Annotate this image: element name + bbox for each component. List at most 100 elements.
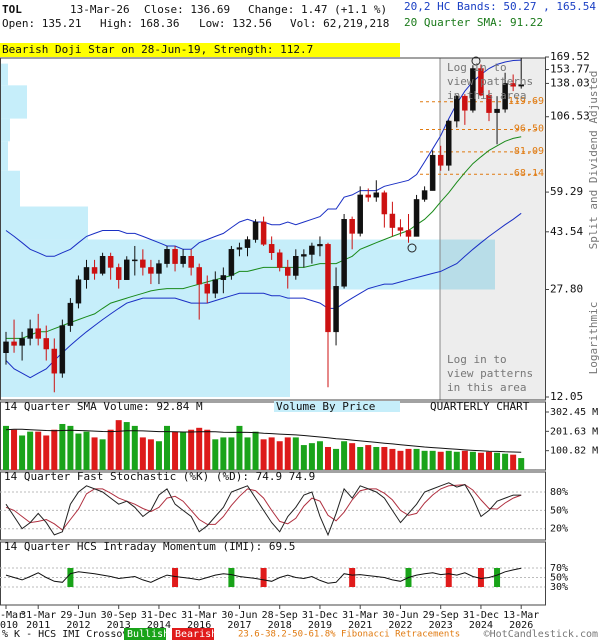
change: Change: 1.47 (+1.1 %): [248, 3, 387, 16]
candle-body: [99, 256, 106, 274]
candle-body: [75, 279, 82, 304]
volume-bar: [477, 452, 484, 470]
x-tick-label: 2026: [509, 620, 533, 631]
volume-by-price-bar: [0, 170, 20, 207]
volume-bar: [131, 425, 138, 470]
candle-body: [51, 348, 58, 374]
volume-bar: [123, 422, 130, 470]
candle-body: [357, 194, 363, 234]
volume-bar: [180, 431, 187, 470]
y-tick-label: 100.82 M: [550, 446, 598, 457]
candle-body: [285, 267, 291, 276]
symbol: TOL: [2, 3, 22, 16]
notice: Log in to: [447, 61, 507, 74]
candle-body: [196, 267, 202, 285]
notice: view patterns: [447, 75, 533, 88]
candle-body: [333, 286, 339, 333]
date: 13-Mar-26: [70, 3, 130, 16]
candle-body: [446, 120, 452, 166]
volume-bar: [212, 439, 219, 470]
y-tick-label: 80%: [550, 487, 568, 498]
x-tick-label: 31-Dec: [141, 610, 177, 621]
y-tick-label: 20%: [550, 524, 568, 535]
legend-swatch: [124, 628, 166, 640]
x-tick-label: 2017: [227, 620, 251, 631]
candle-body: [437, 154, 444, 166]
volume-by-price-bar: [0, 63, 8, 86]
candle-body: [83, 267, 90, 280]
footer-label: % K - HCS IMI Crossover,: [2, 629, 147, 640]
candle-body: [43, 338, 49, 350]
crossover-bar: [349, 568, 356, 587]
volume-bar: [445, 450, 452, 470]
candle-body: [389, 213, 396, 228]
candle-body: [244, 239, 251, 248]
volume-bar: [349, 443, 356, 470]
x-tick-label: 31-Mar: [181, 610, 217, 621]
candle-body: [397, 227, 404, 231]
y-tick-label: 106.53: [550, 110, 590, 123]
volume-by-price-bar: [0, 118, 10, 142]
volume-bar: [373, 446, 380, 470]
candle-body: [115, 267, 122, 280]
candle-body: [301, 254, 307, 257]
volume-bar: [276, 441, 283, 470]
volume-bar: [51, 429, 58, 470]
candle-body: [518, 84, 524, 87]
volume-by-price-bar: [0, 206, 88, 240]
volume-by-price-bar: [0, 141, 8, 171]
volume-bar: [99, 439, 106, 470]
volume-bar: [518, 458, 525, 470]
y-tick-label: 30%: [550, 582, 568, 593]
volume-info: Vol: 62,219,218: [290, 17, 389, 30]
candle-body: [11, 341, 17, 346]
crossover-bar: [67, 568, 74, 587]
volume-bar: [357, 446, 364, 470]
volume-by-price-bar: [0, 85, 27, 119]
volume-label: 14 Quarter SMA Volume: 92.84 M: [4, 400, 203, 413]
candle-body: [276, 252, 283, 268]
imi-frame: [0, 541, 546, 606]
bands-info: 20,2 HC Bands: 50.27 , 165.54: [404, 0, 596, 13]
volume-bar: [107, 429, 114, 470]
fib-label: 119.69: [508, 96, 544, 107]
x-tick-label: 31-Mar: [20, 610, 56, 621]
candle-body: [212, 279, 219, 294]
candle-body: [260, 221, 267, 245]
volume-bar: [381, 446, 388, 470]
volume-bar: [397, 450, 404, 470]
candle-body: [91, 267, 98, 274]
candle-body: [220, 275, 227, 280]
x-tick-label: 31-Dec: [302, 610, 338, 621]
x-tick-label: 2016: [187, 620, 211, 631]
volume-bar: [83, 431, 90, 470]
crossover-bar: [494, 568, 501, 587]
candle-body: [35, 328, 41, 339]
volume-bar: [19, 435, 26, 470]
stoch-frame: [0, 471, 546, 541]
volume-bar: [494, 452, 501, 470]
candle-body: [188, 256, 194, 268]
volume-bar: [252, 431, 259, 470]
candle-body: [236, 247, 243, 250]
x-tick-label: 2018: [268, 620, 292, 631]
notice: Log in to: [447, 353, 507, 366]
volume-bar: [486, 451, 492, 470]
y-tick-label: 12.05: [550, 390, 583, 403]
x-tick-label: 2013: [107, 620, 131, 631]
candle-body: [19, 338, 25, 346]
volume-bar: [437, 451, 444, 470]
imi-label: 14 Quarter HCS Intraday Momentum (IMI): …: [4, 540, 295, 553]
volume-bar: [405, 448, 412, 470]
volume-bar: [292, 437, 299, 470]
candle-body: [228, 249, 235, 276]
volume-bar: [220, 437, 227, 470]
x-tick-label: 30-Sep: [101, 610, 137, 621]
volume-bar: [155, 441, 162, 470]
x-tick-label: 31-Mar: [0, 610, 24, 621]
candle-body: [405, 230, 412, 237]
candle-body: [365, 194, 371, 198]
volume-bar: [236, 425, 243, 470]
candle-body: [148, 267, 154, 274]
